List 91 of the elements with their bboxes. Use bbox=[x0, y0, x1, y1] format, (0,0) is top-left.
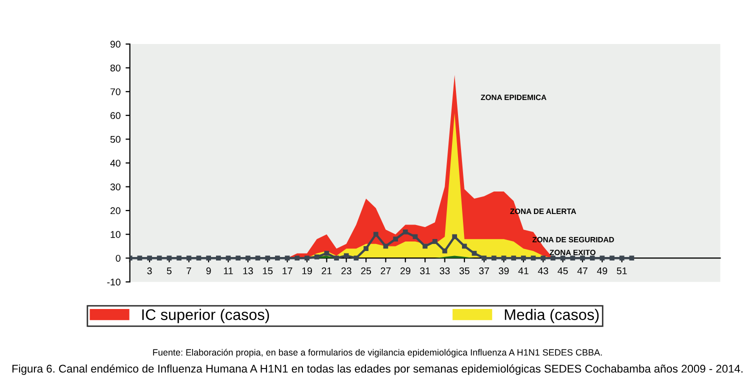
point bbox=[412, 234, 418, 240]
point bbox=[255, 256, 260, 261]
x-tick-label: 19 bbox=[302, 267, 312, 274]
point bbox=[521, 256, 526, 261]
point bbox=[226, 256, 231, 261]
x-tick-label: 5 bbox=[166, 267, 172, 274]
point bbox=[196, 256, 202, 261]
source-note: Fuente: Elaboración propia, en base a formularios de vigilancia epidemiológica Influenza A H1N1 SEDES CBBA. bbox=[153, 348, 602, 358]
point bbox=[354, 256, 359, 261]
y-tick-label: 60 bbox=[110, 112, 120, 120]
point bbox=[137, 256, 142, 261]
x-tick-label: 37 bbox=[479, 267, 490, 274]
point bbox=[246, 256, 250, 261]
x-tick-label: 21 bbox=[322, 267, 332, 274]
x-tick-label: 35 bbox=[459, 267, 470, 274]
point bbox=[511, 256, 516, 261]
x-tick-label: 45 bbox=[558, 267, 568, 274]
x-tick-label: 25 bbox=[361, 267, 372, 274]
point bbox=[610, 256, 614, 261]
x-tick-label: 49 bbox=[597, 267, 608, 274]
y-tick-label: 80 bbox=[110, 64, 120, 72]
x-tick-label: 27 bbox=[380, 267, 391, 274]
point bbox=[629, 256, 634, 261]
point bbox=[284, 256, 290, 261]
point bbox=[462, 244, 467, 249]
point bbox=[314, 254, 320, 260]
point bbox=[265, 256, 270, 261]
y-tick-label: 20 bbox=[110, 207, 120, 214]
x-tick-label: 9 bbox=[206, 267, 211, 274]
point bbox=[156, 256, 162, 261]
point bbox=[176, 256, 182, 261]
legend-label: IC superior (casos) bbox=[142, 308, 269, 324]
point bbox=[324, 250, 330, 256]
point bbox=[383, 244, 388, 249]
point bbox=[364, 246, 368, 252]
x-tick-label: 15 bbox=[262, 267, 273, 274]
point bbox=[530, 256, 536, 261]
point bbox=[294, 256, 300, 261]
point bbox=[304, 256, 310, 261]
x-tick-label: 43 bbox=[538, 267, 548, 274]
point bbox=[619, 256, 624, 261]
point bbox=[393, 236, 398, 242]
x-tick-label: 33 bbox=[440, 267, 450, 274]
y-tick-label: 0 bbox=[116, 254, 120, 262]
point bbox=[275, 256, 280, 261]
point bbox=[550, 256, 556, 261]
point bbox=[600, 256, 605, 261]
point bbox=[501, 256, 506, 261]
point bbox=[216, 256, 221, 261]
x-tick-label: 23 bbox=[341, 267, 352, 274]
point bbox=[432, 239, 438, 244]
point bbox=[344, 253, 349, 258]
point bbox=[236, 256, 241, 261]
y-tick-label: -10 bbox=[107, 278, 120, 286]
x-tick-label: 11 bbox=[224, 267, 233, 274]
point bbox=[472, 250, 477, 256]
y-tick-label: 10 bbox=[110, 231, 120, 238]
y-tick-label: 40 bbox=[110, 160, 120, 167]
point bbox=[373, 232, 378, 237]
point bbox=[560, 256, 566, 261]
x-tick-label: 7 bbox=[186, 267, 192, 274]
point bbox=[482, 256, 487, 261]
point bbox=[186, 256, 192, 261]
y-tick-label: 50 bbox=[110, 136, 120, 143]
x-tick-label: 31 bbox=[420, 267, 430, 274]
point bbox=[570, 256, 576, 261]
point bbox=[580, 256, 585, 261]
point bbox=[442, 248, 448, 254]
point bbox=[334, 256, 339, 261]
point bbox=[402, 230, 408, 234]
x-tick-label: 13 bbox=[243, 267, 253, 274]
point bbox=[540, 256, 546, 261]
x-tick-label: 3 bbox=[147, 267, 152, 274]
x-tick-label: 29 bbox=[400, 267, 410, 274]
x-tick-label: 17 bbox=[282, 267, 292, 274]
point bbox=[452, 234, 458, 240]
legend-label: Media (casos) bbox=[504, 308, 599, 324]
point bbox=[147, 256, 152, 261]
point bbox=[206, 256, 212, 261]
x-tick-label: 39 bbox=[498, 267, 509, 274]
point bbox=[590, 256, 595, 261]
x-tick-label: 47 bbox=[577, 267, 588, 274]
x-tick-label: 51 bbox=[616, 267, 627, 274]
text: Figura 6. Canal endémico de Influenza Humana A H1N1 en todas las edades por semanas epidemiológicas SEDES Cochabamba años 2009 - 2014. bbox=[12, 364, 742, 375]
point bbox=[422, 244, 428, 249]
point bbox=[492, 256, 496, 261]
point bbox=[166, 256, 172, 261]
y-tick-label: 30 bbox=[110, 183, 120, 190]
y-tick-label: 70 bbox=[110, 88, 120, 96]
y-tick-label: 90 bbox=[110, 40, 120, 48]
x-tick-label: 41 bbox=[518, 267, 528, 274]
